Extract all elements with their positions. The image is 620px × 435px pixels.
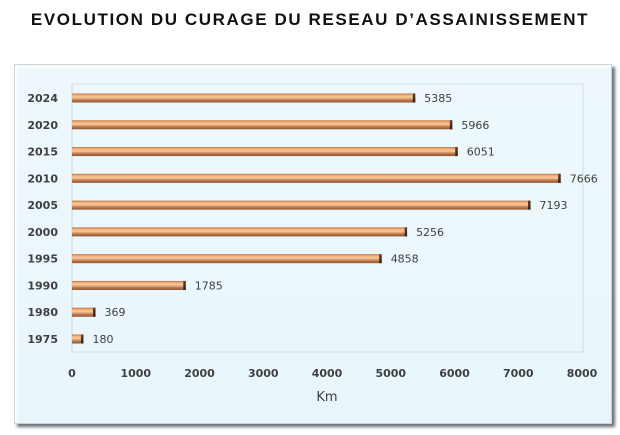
data-label: 5966 [461,119,489,132]
data-label: 1785 [195,279,223,292]
bar-1980 [72,307,96,317]
y-tick-label: 2024 [27,92,58,105]
bar-end-cap-2005 [528,200,531,210]
y-tick-label: 1975 [27,333,58,346]
y-tick-label: 2015 [27,146,58,159]
bar-2015 [72,147,458,157]
bar-end-cap-2010 [558,173,561,183]
bar-end-cap-1975 [80,334,84,344]
data-label: 6051 [467,146,495,159]
bar-end-cap-2000 [404,227,408,237]
bar-end-cap-1980 [93,307,96,317]
bar-2005 [72,200,531,210]
bar-1995 [72,254,382,264]
bar-end-cap-2015 [455,147,458,157]
bar-1990 [72,280,186,290]
x-tick-label: 8000 [567,367,598,380]
data-label: 4858 [391,253,419,266]
y-tick-label: 2005 [27,199,58,212]
bar-end-cap-2020 [449,120,453,130]
x-tick-label: 4000 [312,367,343,380]
x-tick-label: 0 [68,367,76,380]
data-label: 369 [105,306,126,319]
x-tick-label: 3000 [248,367,279,380]
x-axis-title: Km [316,390,337,405]
data-label: 5256 [416,226,444,239]
data-label: 5385 [424,92,452,105]
chart-title: EVOLUTION DU CURAGE DU RESEAU D’ASSAINIS… [30,10,590,29]
x-tick-label: 2000 [184,367,215,380]
x-tick-label: 6000 [439,367,470,380]
bar-1975 [72,334,84,344]
x-tick-label: 1000 [120,367,151,380]
data-label: 7666 [570,172,598,185]
bar-end-cap-1995 [379,254,382,264]
data-label: 180 [92,333,113,346]
x-tick-label: 5000 [375,367,406,380]
data-label: 7193 [540,199,568,212]
y-tick-label: 2000 [27,226,58,239]
bar-2020 [72,120,453,130]
x-tick-label: 7000 [503,367,534,380]
y-tick-label: 2020 [27,119,58,132]
y-tick-label: 1980 [27,306,58,319]
bar-2024 [72,93,416,103]
bar-end-cap-1990 [183,280,186,290]
bar-2010 [72,173,561,183]
bar-end-cap-2024 [412,93,416,103]
y-tick-label: 1995 [27,253,58,266]
y-tick-label: 2010 [27,172,58,185]
bar-2000 [72,227,408,237]
y-tick-label: 1990 [27,279,58,292]
